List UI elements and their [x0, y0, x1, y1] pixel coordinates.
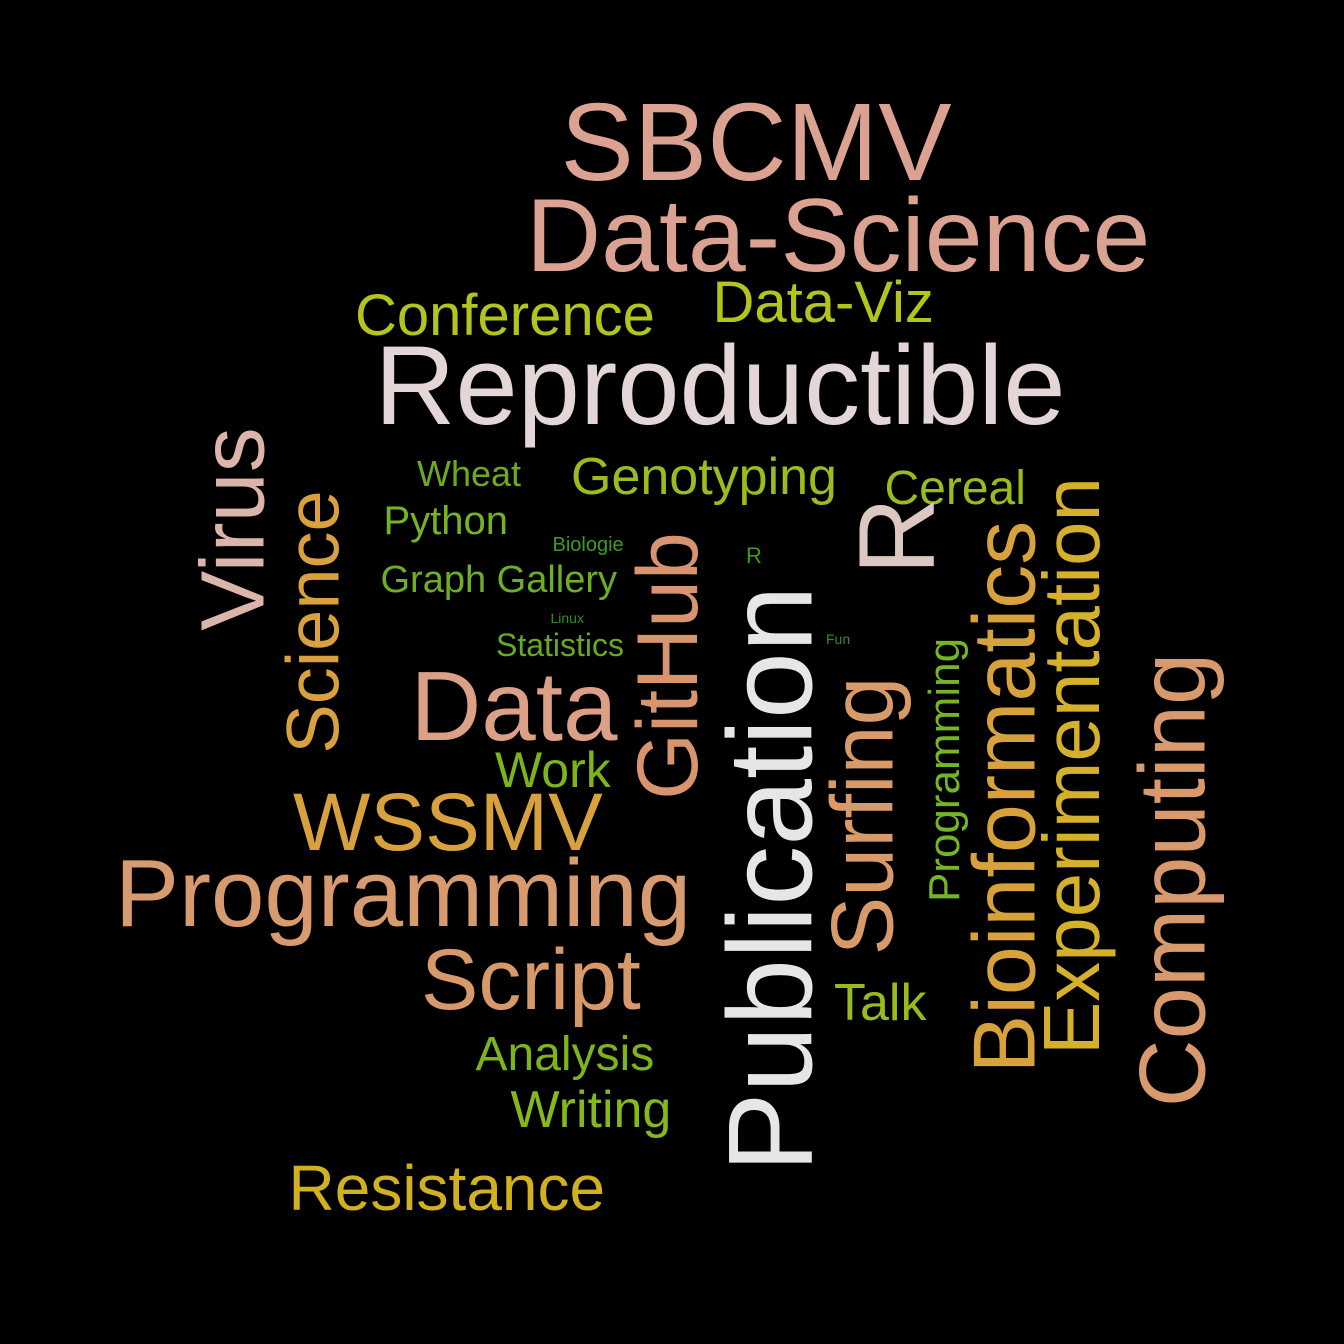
word-biologie: Biologie — [552, 534, 624, 556]
word-r-large: R — [836, 497, 957, 575]
word-surfing: Surfing — [811, 676, 911, 956]
word-conference: Conference — [355, 283, 655, 348]
word-data: Data — [410, 651, 618, 761]
word-linux: Linux — [550, 610, 584, 626]
word-sbcmv: SBCMV — [560, 81, 952, 204]
word-reproductible: Reproductible — [374, 323, 1066, 448]
word-r-small: R — [746, 543, 762, 568]
word-wheat: Wheat — [417, 453, 522, 494]
word-resistance: Resistance — [288, 1152, 606, 1224]
word-science: Science — [271, 490, 355, 754]
word-experimentation: Experimentation — [1027, 476, 1117, 1056]
word-statistics: Statistics — [496, 627, 625, 663]
word-github: GitHub — [619, 532, 716, 800]
word-graph-gallery: Graph Gallery — [380, 559, 618, 601]
word-analysis: Analysis — [475, 1028, 655, 1081]
word-wssmv: WSSMV — [293, 777, 603, 868]
word-cereal: Cereal — [884, 462, 1026, 515]
word-data-science: Data-Science — [526, 178, 1151, 294]
word-python: Python — [383, 499, 509, 543]
word-virus: Virus — [183, 427, 284, 631]
word-computing: Computing — [1118, 652, 1224, 1108]
word-work: Work — [495, 742, 611, 798]
word-fun: Fun — [826, 631, 851, 647]
word-talk: Talk — [834, 974, 927, 1032]
word-script: Script — [421, 932, 641, 1028]
word-programming: Programming — [115, 840, 692, 947]
word-writing: Writing — [510, 1081, 672, 1139]
word-genotyping: Genotyping — [571, 448, 837, 506]
word-data-viz: Data-Viz — [712, 270, 934, 335]
